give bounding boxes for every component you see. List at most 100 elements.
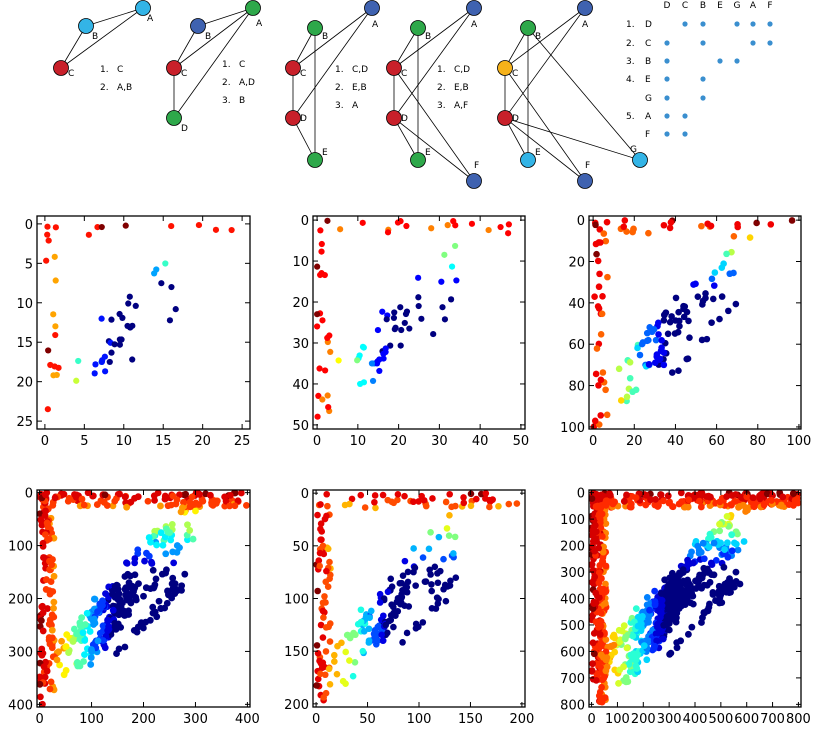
scatter-point [610,641,618,649]
scatter-point [166,317,174,324]
graph-node-label-D: D [181,124,188,134]
scatter-point [373,637,381,644]
scatter-point [180,499,187,506]
scatter-point [660,621,668,629]
scatter-point [80,658,87,665]
matrix-row-number: 2. [626,39,635,49]
scatter-point [341,501,349,509]
scatter-point [50,598,58,606]
scatter-point [317,501,324,508]
scatter-point [632,605,640,613]
scatter-point [111,619,119,627]
scatter-point [324,392,331,399]
scatter-point [402,310,410,318]
x-tick-label: 25 [234,434,251,449]
scatter-point [589,667,596,674]
scatter-point [620,497,628,505]
scatter-point [728,547,736,555]
scatter-point [788,217,796,224]
graph-node-A [364,0,380,16]
scatter-point [444,583,451,590]
scatter-point [132,302,139,309]
scatter-point [505,500,513,508]
scatter-point [428,587,435,595]
matrix-col-header: A [750,1,757,11]
scatter-point [642,491,650,499]
ordering-number: 2. [437,83,446,93]
scatter-point [486,496,493,504]
graph-node-A [135,0,151,16]
ordering-number: 3. [222,96,231,106]
scatter-point [342,680,349,687]
scatter-point [725,307,732,315]
plot-frame [312,215,526,430]
matrix-cell-dot [734,21,740,27]
scatter-point [394,496,401,504]
scatter-point [606,490,613,497]
scatter-point [706,530,714,538]
scatter-point [318,248,325,255]
scatter-point [196,491,203,498]
scatter-point [384,229,392,236]
scatter-point [428,225,435,232]
scatter-point [495,502,502,510]
ordering-label: B [239,96,245,106]
scatter-point [634,344,641,352]
scatter-point [89,492,97,500]
scatter-point [697,503,705,511]
scatter-point [317,536,324,543]
scatter-point [41,531,49,539]
scatter-point [60,671,68,679]
scatter-point [485,226,492,234]
ordering-number: 2. [100,83,109,93]
scatter-point [313,642,321,649]
scatter-point [419,619,427,626]
scatter-point [367,607,375,615]
scatter-point [600,230,608,237]
scatter-point [153,541,161,549]
scatter-point [596,226,604,233]
scatter-point [188,493,196,501]
scatter-point [195,501,203,508]
scatter-point [497,223,504,231]
graph-edge-B-G [527,27,641,161]
scatter-point [659,635,667,643]
graph-edge-A-C [173,7,254,69]
scatter-point [403,222,410,230]
y-tick-label: 0 [577,487,585,502]
scatter-point [695,497,703,505]
scatter-point [52,224,59,231]
scatter-point [447,577,454,585]
scatter-point [123,503,131,511]
scatter-point [376,367,383,375]
scatter-point [734,546,742,554]
ordering-label: C [117,65,123,75]
matrix-col-header: G [734,1,741,11]
scatter-point [346,657,353,664]
scatter-point [168,283,175,291]
y-tick-label: 300 [560,566,585,581]
scatter-point [609,500,617,508]
graph-node-B [190,18,206,34]
scatter-point [595,305,603,312]
scatter-point [326,332,333,339]
x-tick-label: 400 [683,712,708,727]
scatter-point [169,574,177,582]
scatter-point [384,588,392,596]
scatter-point [314,587,321,595]
graph-node-label-A: A [582,20,589,30]
graph-node-label-F: F [474,161,479,171]
scatter-point [712,556,720,564]
scatter-point [401,319,408,327]
scatter-point [141,557,148,565]
scatter-point [740,538,748,545]
scatter-point [698,222,705,230]
matrix-cell-dot [717,58,723,64]
x-tick-label: 0 [589,434,597,449]
matrix-cell-dot [734,58,740,64]
scatter-point [55,648,62,656]
scatter-point [716,594,724,601]
x-tick-label: 700 [760,712,785,727]
scatter-point [167,536,175,544]
scatter-point [427,571,434,578]
